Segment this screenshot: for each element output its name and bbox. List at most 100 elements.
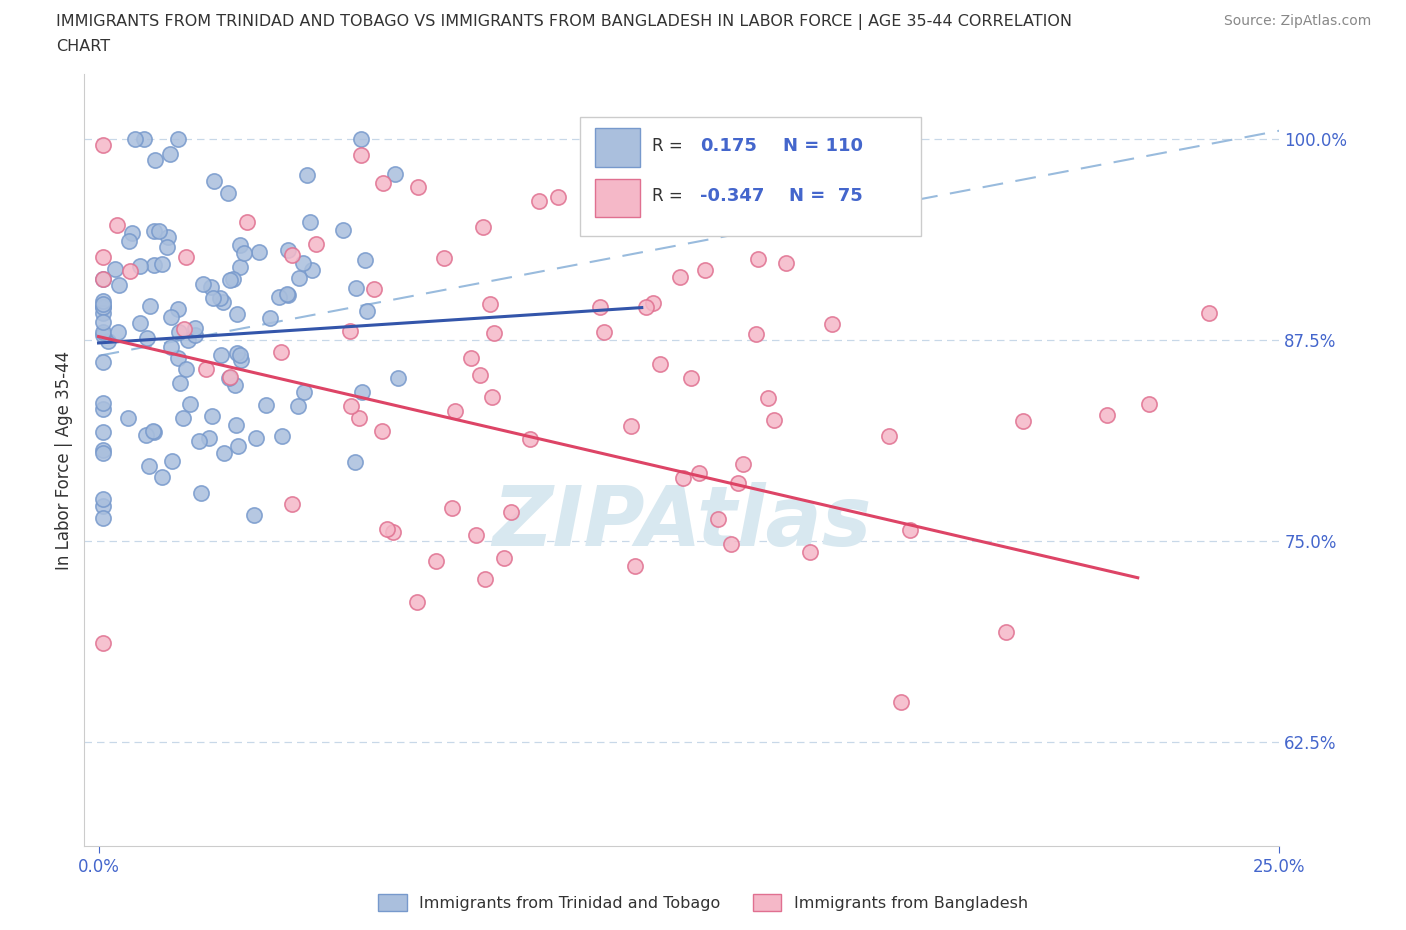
Point <box>174 361 197 376</box>
Point <box>152 257 174 272</box>
Point <box>433 250 456 265</box>
Point <box>669 270 692 285</box>
Point <box>143 425 166 440</box>
Point <box>91 636 114 651</box>
Point <box>271 429 294 444</box>
Point <box>350 131 373 146</box>
Point <box>519 432 541 446</box>
Point <box>254 397 277 412</box>
Point <box>108 277 131 292</box>
Point <box>406 594 429 609</box>
Point <box>481 390 503 405</box>
Text: N =  75: N = 75 <box>790 187 863 206</box>
Point <box>156 240 179 255</box>
Point <box>160 454 183 469</box>
Point <box>270 344 292 359</box>
Point <box>356 303 378 318</box>
Point <box>225 346 247 361</box>
Point <box>281 497 304 512</box>
Point <box>105 218 128 232</box>
Point <box>212 445 235 460</box>
FancyBboxPatch shape <box>581 117 921 236</box>
Point <box>91 402 114 417</box>
Point <box>91 327 114 342</box>
Legend: Immigrants from Trinidad and Tobago, Immigrants from Bangladesh: Immigrants from Trinidad and Tobago, Imm… <box>371 888 1035 917</box>
Point <box>494 551 516 565</box>
Point <box>354 253 377 268</box>
Point <box>226 438 249 453</box>
Point <box>91 296 114 311</box>
Point <box>148 223 170 238</box>
Point <box>202 173 225 188</box>
Point <box>474 572 496 587</box>
Point <box>91 498 114 513</box>
Point <box>468 367 491 382</box>
Point <box>681 371 703 386</box>
Point <box>994 625 1017 640</box>
Point <box>799 545 821 560</box>
Point <box>118 264 141 279</box>
Point <box>375 521 398 536</box>
Point <box>443 403 465 418</box>
Point <box>589 299 612 314</box>
Point <box>298 215 321 230</box>
Point <box>688 466 710 481</box>
Point <box>167 131 190 146</box>
Point <box>441 501 464 516</box>
Point <box>136 331 159 346</box>
Point <box>381 525 404 539</box>
Point <box>177 333 200 348</box>
Point <box>363 281 385 296</box>
Point <box>1095 407 1118 422</box>
Point <box>91 306 114 321</box>
Point <box>218 272 240 287</box>
Point <box>124 131 146 146</box>
Point <box>340 398 363 413</box>
Point <box>169 375 191 390</box>
Point <box>91 272 114 287</box>
Text: 0.175: 0.175 <box>700 138 756 155</box>
Point <box>209 348 232 363</box>
Point <box>157 230 180 245</box>
Point <box>129 315 152 330</box>
Point <box>224 378 246 392</box>
Point <box>693 263 716 278</box>
Point <box>460 351 482 365</box>
Point <box>225 418 247 432</box>
Point <box>623 558 645 573</box>
Point <box>91 354 114 369</box>
Point <box>91 325 114 339</box>
Point <box>143 258 166 272</box>
Point <box>228 237 250 252</box>
Point <box>167 351 190 365</box>
Point <box>91 445 114 460</box>
Point <box>91 511 114 525</box>
Point <box>143 153 166 167</box>
Point <box>142 223 165 238</box>
Point <box>174 249 197 264</box>
Point <box>247 245 270 259</box>
Point <box>209 290 232 305</box>
Point <box>139 299 162 313</box>
Point <box>484 326 506 340</box>
Point <box>277 243 299 258</box>
Point <box>641 296 664 311</box>
Point <box>217 186 239 201</box>
Point <box>191 277 214 292</box>
Point <box>91 491 114 506</box>
Point <box>187 433 209 448</box>
Point <box>384 166 406 181</box>
Point <box>173 322 195 337</box>
Point <box>135 427 157 442</box>
Point <box>593 325 616 339</box>
Point <box>350 148 373 163</box>
Text: ZIPAtlas: ZIPAtlas <box>492 482 872 563</box>
Point <box>547 190 569 205</box>
Point <box>190 485 212 500</box>
Point <box>231 352 253 367</box>
Point <box>201 291 224 306</box>
Point <box>218 371 240 386</box>
Point <box>747 252 769 267</box>
Text: Source: ZipAtlas.com: Source: ZipAtlas.com <box>1223 14 1371 28</box>
Point <box>898 523 921 538</box>
